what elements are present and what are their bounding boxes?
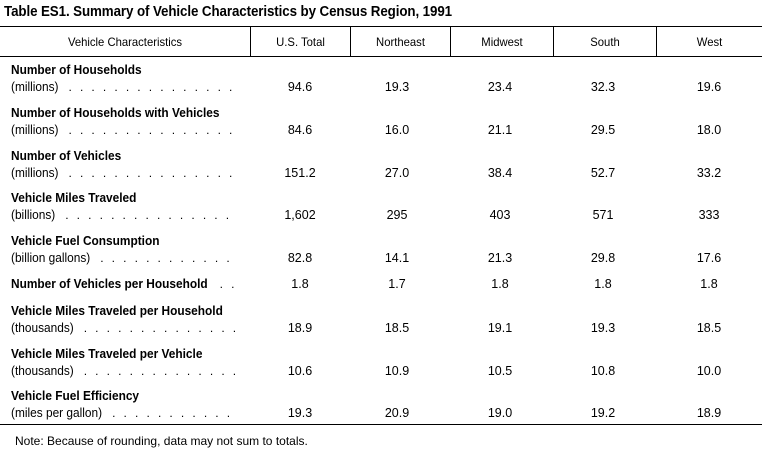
dot-leader: . . . . . . . . . . . . . . . . . . . . … xyxy=(112,406,238,420)
row-label: Vehicle Miles Traveled per Household xyxy=(11,304,223,318)
dot-leader: . . . . . . . . . . . . . . . . . . . . … xyxy=(100,251,238,265)
table-cell: 18.5 xyxy=(384,321,410,335)
table-cell: 33.2 xyxy=(696,166,722,180)
table-cell: 18.9 xyxy=(696,406,722,420)
table-cell: 19.3 xyxy=(384,80,410,94)
bottom-rule xyxy=(0,424,762,425)
table-cell: 84.6 xyxy=(287,123,313,137)
dot-leader: . . . . . . . . . . . . . . . . . . . . … xyxy=(65,208,238,222)
table-cell: 10.8 xyxy=(590,364,616,378)
table-cell: 151.2 xyxy=(284,166,316,180)
dot-leader: . . . . . . . . . . . . . . . . . . . . … xyxy=(68,80,239,94)
row-unit: (miles per gallon) xyxy=(11,406,103,420)
table-cell: 19.6 xyxy=(696,80,722,94)
table-cell: 19.3 xyxy=(590,321,616,335)
table-cell: 20.9 xyxy=(384,406,410,420)
header-vehicle-characteristics: Vehicle Characteristics xyxy=(67,35,183,49)
header-west: West xyxy=(696,35,723,49)
row-label: Vehicle Miles Traveled per Vehicle xyxy=(11,347,203,361)
column-divider xyxy=(250,26,251,56)
header-south: South xyxy=(590,35,620,49)
column-divider xyxy=(553,26,554,56)
table-cell: 19.1 xyxy=(487,321,513,335)
table-cell: 1,602 xyxy=(284,208,316,222)
dot-leader: . . . . . . . . . . . . . . . . . . . . … xyxy=(83,364,238,378)
row-label: Vehicle Fuel Consumption xyxy=(11,234,160,248)
table-note: Note: Because of rounding, data may not … xyxy=(15,434,308,448)
row-unit: (millions) xyxy=(11,80,59,94)
dot-leader: . . . . . . . . . . . . . . . . . . . . … xyxy=(219,277,238,291)
table-cell: 23.4 xyxy=(487,80,513,94)
table-cell: 16.0 xyxy=(384,123,410,137)
table-cell: 10.6 xyxy=(287,364,313,378)
dot-leader: . . . . . . . . . . . . . . . . . . . . … xyxy=(83,321,238,335)
table-cell: 17.6 xyxy=(696,251,722,265)
table-cell: 18.9 xyxy=(287,321,313,335)
table-cell: 82.8 xyxy=(287,251,313,265)
dot-leader: . . . . . . . . . . . . . . . . . . . . … xyxy=(68,123,239,137)
table-cell: 29.8 xyxy=(590,251,616,265)
row-label: Number of Vehicles per Household xyxy=(11,277,208,291)
top-rule xyxy=(0,26,762,27)
column-divider xyxy=(450,26,451,56)
dot-leader: . . . . . . . . . . . . . . . . . . . . … xyxy=(68,166,239,180)
table-cell: 1.8 xyxy=(700,277,718,291)
table-cell: 27.0 xyxy=(384,166,410,180)
table-cell: 571 xyxy=(592,208,614,222)
row-unit: (billions) xyxy=(11,208,56,222)
row-label: Number of Households with Vehicles xyxy=(11,106,220,120)
row-label: Number of Vehicles xyxy=(11,149,122,163)
table-cell: 21.1 xyxy=(487,123,513,137)
row-unit: (thousands) xyxy=(11,364,74,378)
header-us-total: U.S. Total xyxy=(276,35,325,49)
table-cell: 32.3 xyxy=(590,80,616,94)
table-cell: 10.0 xyxy=(696,364,722,378)
header-midwest: Midwest xyxy=(481,35,523,49)
table-cell: 19.2 xyxy=(590,406,616,420)
table-cell: 333 xyxy=(698,208,720,222)
table-cell: 52.7 xyxy=(590,166,616,180)
row-unit: (thousands) xyxy=(11,321,74,335)
row-unit: (billion gallons) xyxy=(11,251,91,265)
table-cell: 1.7 xyxy=(388,277,406,291)
table-cell: 38.4 xyxy=(487,166,513,180)
table-cell: 18.0 xyxy=(696,123,722,137)
header-rule xyxy=(0,56,762,57)
row-label: Number of Households xyxy=(11,63,142,77)
column-divider xyxy=(656,26,657,56)
table-cell: 295 xyxy=(386,208,408,222)
row-label: Vehicle Miles Traveled xyxy=(11,191,137,205)
table-cell: 14.1 xyxy=(384,251,410,265)
table-cell: 1.8 xyxy=(291,277,309,291)
table-cell: 21.3 xyxy=(487,251,513,265)
table-cell: 1.8 xyxy=(594,277,612,291)
table-title: Table ES1. Summary of Vehicle Characteri… xyxy=(4,4,452,20)
table-cell: 29.5 xyxy=(590,123,616,137)
table-cell: 94.6 xyxy=(287,80,313,94)
table-cell: 1.8 xyxy=(491,277,509,291)
table-cell: 10.9 xyxy=(384,364,410,378)
table-cell: 19.3 xyxy=(287,406,313,420)
row-label: Vehicle Fuel Efficiency xyxy=(11,389,140,403)
table-cell: 403 xyxy=(489,208,511,222)
table-cell: 10.5 xyxy=(487,364,513,378)
row-unit: (millions) xyxy=(11,123,59,137)
header-northeast: Northeast xyxy=(376,35,425,49)
table-cell: 19.0 xyxy=(487,406,513,420)
row-unit: (millions) xyxy=(11,166,59,180)
column-divider xyxy=(350,26,351,56)
table-cell: 18.5 xyxy=(696,321,722,335)
